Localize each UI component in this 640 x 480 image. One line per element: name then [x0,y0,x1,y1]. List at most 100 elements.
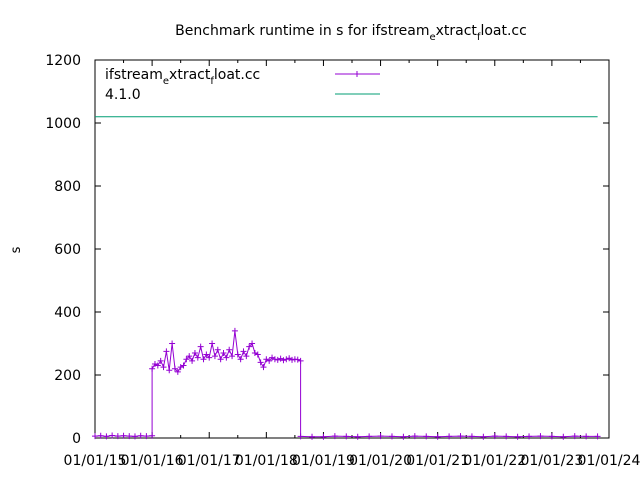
data-point [457,433,464,440]
x-tick-label: 01/01/18 [235,453,298,469]
chart-title-tail: loat.cc [480,23,526,39]
data-point [289,356,296,363]
legend-label-main: ifstream [105,67,163,83]
x-tick-label: 01/01/16 [121,453,184,469]
data-point [211,353,218,360]
data-point [446,433,453,440]
x-tick-label: 01/01/20 [349,453,412,469]
data-point [186,353,193,360]
data-point [246,343,253,350]
chart-title-sub2: f [477,32,481,43]
x-tick-label: 01/01/19 [292,453,355,469]
legend-label-sub1: e [163,76,169,87]
data-point [160,364,167,371]
data-point [277,355,284,362]
data-point [366,433,373,440]
series-layer [92,116,601,440]
data-point [114,433,121,440]
chart-title: Benchmark runtime in s for ifstreamextra… [175,23,527,43]
legend: ifstreamextractfloat.cc 4.1.0 [105,67,380,103]
data-point [137,432,144,439]
data-point [174,368,181,375]
data-point [120,432,127,439]
data-point [237,356,244,363]
data-point [560,433,567,440]
data-point [251,349,258,356]
data-point [163,348,170,355]
data-point [177,364,184,371]
data-point [257,359,264,366]
legend-label-tail: loat.cc [214,67,260,83]
data-point [377,433,384,440]
x-tick-label: 01/01/24 [578,453,640,469]
data-point [226,346,233,353]
data-point [103,433,110,440]
data-point [274,356,281,363]
data-point [149,365,156,372]
legend-plus-marker [354,71,360,77]
data-point [209,340,216,347]
y-tick-label: 200 [54,368,81,384]
data-point [320,433,327,440]
data-point [286,355,293,362]
data-point [240,348,247,355]
data-point [480,433,487,440]
data-point [189,357,196,364]
data-point [309,433,316,440]
data-point [594,433,601,440]
data-point [131,433,138,440]
data-point [266,357,273,364]
data-point [434,433,441,440]
x-tick-label: 01/01/17 [178,453,241,469]
data-point [537,433,544,440]
y-tick-label: 400 [54,305,81,321]
data-point [249,340,256,347]
data-point [254,351,261,358]
data-point [151,360,158,367]
data-point [171,365,178,372]
data-point [200,356,207,363]
data-point [214,346,221,353]
data-point [206,354,213,361]
data-point [166,367,173,374]
y-tick-label: 600 [54,242,81,258]
data-point [220,349,227,356]
data-point [169,340,176,347]
data-point [468,433,475,440]
y-tick-label: 0 [72,431,81,447]
data-point [400,433,407,440]
data-point [180,362,187,369]
data-point [223,354,230,361]
data-point [491,433,498,440]
series-line-0 [94,330,598,438]
legend-label-sub2: f [210,76,214,87]
data-point [526,433,533,440]
data-point [280,357,287,364]
data-point [154,362,161,369]
chart-title-mid: xtract [436,23,478,39]
data-point [411,433,418,440]
data-point [243,353,250,360]
data-point [354,433,361,440]
data-point [231,327,238,334]
chart-title-sub1: e [429,32,435,43]
y-tick-label: 1000 [45,116,81,132]
data-point [217,356,224,363]
y-axis-ticks: 0 200 400 600 800 1000 1200 [45,53,609,447]
x-tick-label: 01/01/22 [463,453,526,469]
data-point [234,351,241,358]
data-point [294,356,301,363]
legend-label-mid: xtract [169,67,211,83]
data-point [157,357,164,364]
data-point [229,353,236,360]
data-point [149,432,156,439]
data-point [97,432,104,439]
data-point [194,354,201,361]
data-point [297,357,304,364]
data-point [109,432,116,439]
data-point [183,356,190,363]
y-tick-label: 1200 [45,53,81,69]
data-point [263,356,270,363]
data-point [260,364,267,371]
